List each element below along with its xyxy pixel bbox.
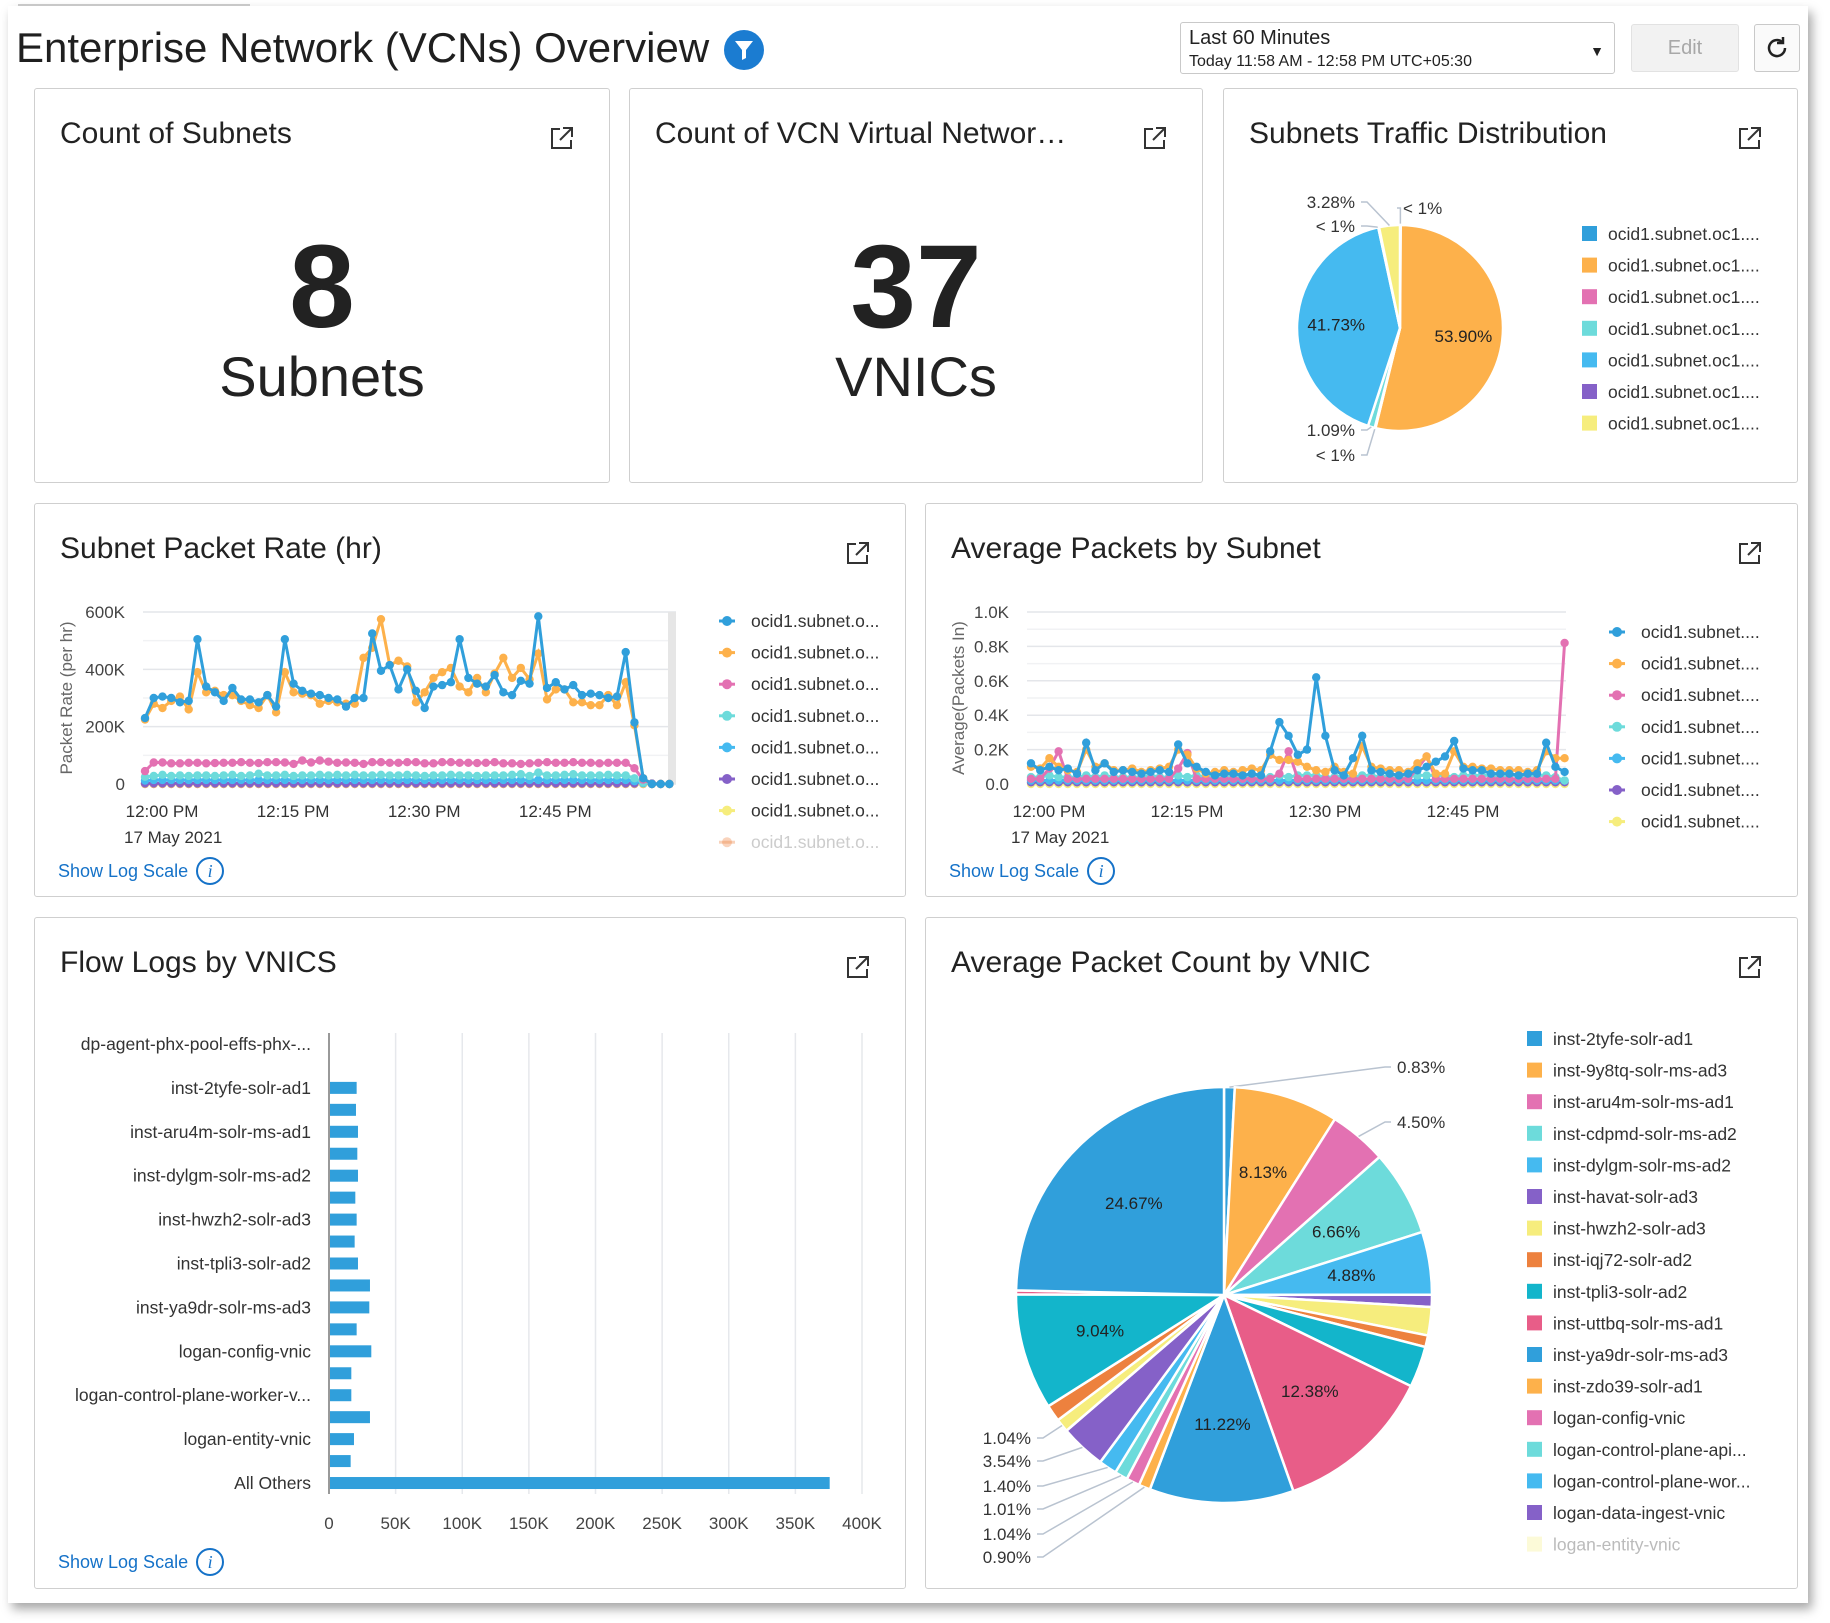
info-icon[interactable]: i xyxy=(196,857,225,885)
packet-rate-card: Subnet Packet Rate (hr) Show Log Scale i xyxy=(34,503,906,897)
external-link-icon[interactable] xyxy=(1142,125,1168,151)
flow-logs-card: Flow Logs by VNICS Show Log Scale i xyxy=(34,917,906,1589)
external-link-icon[interactable] xyxy=(549,125,575,151)
edit-button[interactable]: Edit xyxy=(1631,24,1739,72)
count-subnets-card: Count of Subnets 8 Subnets xyxy=(34,88,610,483)
show-log-scale-label[interactable]: Show Log Scale xyxy=(949,860,1080,881)
subnet-unit: Subnets xyxy=(219,345,425,408)
info-icon[interactable]: i xyxy=(196,1548,225,1576)
time-range-select[interactable]: Last 60 Minutes Today 11:58 AM - 12:58 P… xyxy=(1180,22,1615,74)
show-log-scale-link[interactable]: Show Log Scale i xyxy=(949,857,1116,885)
card-title: Subnets Traffic Distribution xyxy=(1249,117,1607,150)
card-title: Count of Subnets xyxy=(60,117,292,150)
card-title: Subnet Packet Rate (hr) xyxy=(60,532,382,565)
show-log-scale-link[interactable]: Show Log Scale i xyxy=(58,857,225,885)
external-link-icon[interactable] xyxy=(1737,125,1763,151)
avg-packet-count-card: Average Packet Count by VNIC xyxy=(925,917,1798,1589)
card-title: Flow Logs by VNICS xyxy=(60,946,337,979)
refresh-icon xyxy=(1767,37,1787,58)
time-range-detail: Today 11:58 AM - 12:58 PM UTC+05:30 xyxy=(1189,53,1472,70)
external-link-icon[interactable] xyxy=(1737,954,1763,980)
show-log-scale-link[interactable]: Show Log Scale i xyxy=(58,1548,225,1576)
count-vnics-card: Count of VCN Virtual Networ… 37 VNICs xyxy=(629,88,1203,483)
info-icon[interactable]: i xyxy=(1087,857,1116,885)
card-title: Count of VCN Virtual Networ… xyxy=(655,117,1067,150)
external-link-icon[interactable] xyxy=(1737,540,1763,566)
card-title: Average Packet Count by VNIC xyxy=(951,946,1371,979)
external-link-icon[interactable] xyxy=(845,954,871,980)
subnet-count: 8 xyxy=(289,221,355,353)
vnic-count: 37 xyxy=(850,221,982,353)
filter-icon[interactable] xyxy=(724,30,764,70)
show-log-scale-label[interactable]: Show Log Scale xyxy=(58,1551,189,1572)
refresh-button[interactable] xyxy=(1754,24,1800,72)
caret-down-icon: ▼ xyxy=(1590,43,1604,59)
tab-indicator xyxy=(18,4,250,6)
page-title: Enterprise Network (VCNs) Overview xyxy=(16,24,710,71)
card-title: Average Packets by Subnet xyxy=(951,532,1321,565)
time-range-label: Last 60 Minutes xyxy=(1189,27,1331,49)
show-log-scale-label[interactable]: Show Log Scale xyxy=(58,860,189,881)
external-link-icon[interactable] xyxy=(845,540,871,566)
avg-packets-card: Average Packets by Subnet Show Log Scale… xyxy=(925,503,1798,897)
vnic-unit: VNICs xyxy=(835,345,997,408)
traffic-distribution-card: Subnets Traffic Distribution xyxy=(1223,88,1798,483)
